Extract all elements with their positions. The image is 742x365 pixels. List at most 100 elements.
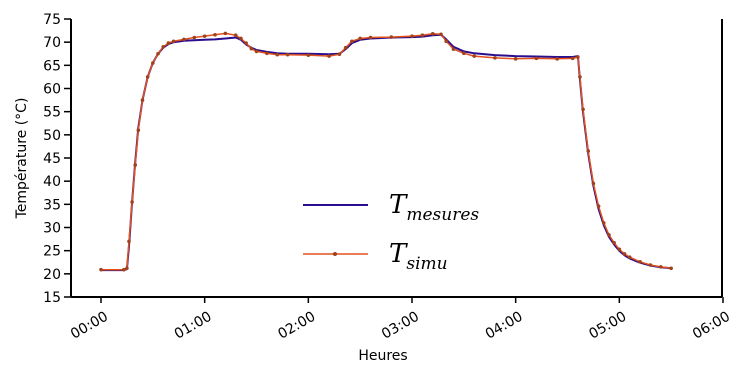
- series-point-simu: [534, 56, 539, 61]
- y-tick-label: 40: [43, 174, 61, 190]
- series-point-simu: [136, 128, 141, 132]
- y-tick-label: 60: [43, 82, 61, 98]
- series-point-simu: [648, 263, 653, 267]
- series-point-simu: [439, 32, 443, 37]
- series-line-simu: [101, 32, 672, 271]
- series-point-simu: [125, 266, 129, 271]
- y-tick-label: 55: [43, 105, 61, 121]
- y-ticks: 15 20 25 30 35 40 45 50 55 60 65 70 75: [43, 12, 71, 306]
- series-point-simu: [462, 51, 466, 56]
- series-point-simu: [254, 49, 259, 54]
- y-tick-label: 65: [43, 58, 61, 74]
- series-point-simu: [239, 36, 243, 41]
- series-point-simu: [140, 98, 145, 102]
- series-line-mesures: [101, 33, 672, 272]
- series-point-simu: [133, 163, 138, 167]
- series-point-simu: [576, 55, 580, 59]
- legend-label-mesures-base: T: [389, 190, 408, 220]
- series-point-simu: [555, 57, 559, 61]
- series-point-simu: [591, 181, 596, 186]
- x-ticks: 00:00 01:00 02:00 03:00 04:00 05:00 06:00: [68, 297, 733, 343]
- series-point-simu: [213, 32, 217, 37]
- series-point-simu: [596, 204, 601, 208]
- series-point-simu: [122, 267, 126, 272]
- series-point-simu: [161, 45, 165, 49]
- series-point-simu: [327, 54, 331, 58]
- y-tick-label: 45: [43, 151, 61, 167]
- series-point-simu: [669, 266, 673, 271]
- x-tick-label: 03:00: [379, 309, 422, 343]
- series-point-simu: [171, 39, 176, 44]
- y-tick-label: 70: [43, 35, 61, 51]
- series-point-simu: [130, 200, 134, 204]
- x-tick-label: 01:00: [172, 309, 215, 343]
- x-tick-label: 02:00: [275, 309, 318, 343]
- series-point-simu: [249, 46, 254, 51]
- x-tick-label: 04:00: [483, 309, 526, 343]
- series-point-simu: [622, 252, 627, 256]
- series-point-simu: [368, 35, 373, 40]
- series-point-simu: [99, 267, 103, 272]
- legend-label-simu-sub: simu: [406, 254, 447, 274]
- x-tick-label: 00:00: [68, 309, 111, 343]
- series-point-simu: [223, 31, 228, 36]
- series-point-simu: [444, 39, 449, 44]
- series-point-simu: [166, 41, 171, 45]
- legend-label-mesures-sub: mesures: [406, 205, 479, 225]
- series-point-simu: [451, 47, 456, 51]
- series-point-simu: [156, 51, 160, 56]
- y-tick-label: 75: [43, 12, 61, 28]
- series-point-simu: [202, 34, 207, 38]
- series-point-simu: [430, 32, 435, 36]
- series-point-simu: [601, 221, 606, 225]
- series-point-simu: [659, 265, 663, 269]
- series-point-simu: [513, 57, 518, 61]
- series-point-simu: [306, 53, 311, 57]
- series-point-simu: [586, 149, 591, 153]
- series-group: [99, 31, 673, 272]
- x-tick-label: 06:00: [690, 309, 733, 343]
- y-axis-label: Température (°C): [14, 98, 30, 220]
- series-point-simu: [570, 56, 575, 61]
- y-tick-label: 15: [43, 290, 61, 306]
- x-axis-label: Heures: [358, 348, 407, 364]
- series-point-simu: [410, 34, 414, 38]
- legend-label-mesures: Tmesures: [389, 190, 479, 225]
- legend-marker-simu: [333, 252, 337, 256]
- series-point-simu: [151, 61, 155, 65]
- series-point-simu: [638, 259, 642, 264]
- legend-label-simu: Tsimu: [389, 239, 448, 274]
- series-point-simu: [358, 36, 362, 41]
- series-point-simu: [350, 39, 354, 44]
- y-tick-label: 30: [43, 221, 61, 237]
- series-point-simu: [275, 52, 280, 57]
- series-point-simu: [343, 45, 348, 50]
- series-point-simu: [493, 56, 497, 60]
- legend-label-simu-base: T: [389, 239, 408, 269]
- legend: Tmesures Tsimu: [303, 190, 479, 274]
- series-point-simu: [612, 240, 616, 245]
- y-tick-label: 50: [43, 128, 61, 144]
- series-point-simu: [617, 247, 622, 252]
- x-tick-label: 05:00: [586, 309, 629, 343]
- series-point-simu: [265, 51, 269, 56]
- series-point-simu: [420, 33, 425, 38]
- series-point-simu: [244, 41, 248, 45]
- y-tick-label: 25: [43, 244, 61, 260]
- series-point-simu: [285, 52, 290, 57]
- series-point-simu: [581, 107, 585, 112]
- y-tick-label: 20: [43, 267, 61, 283]
- series-point-simu: [182, 37, 186, 42]
- series-point-simu: [607, 233, 611, 237]
- y-tick-label: 35: [43, 197, 61, 213]
- series-point-simu: [472, 54, 477, 58]
- series-point-simu: [145, 75, 150, 79]
- series-point-simu: [627, 255, 632, 259]
- series-point-simu: [233, 33, 238, 38]
- series-point-simu: [192, 35, 197, 40]
- series-point-simu: [389, 35, 394, 39]
- series-point-simu: [337, 52, 342, 57]
- series-point-simu: [127, 239, 131, 244]
- series-point-simu: [578, 75, 582, 79]
